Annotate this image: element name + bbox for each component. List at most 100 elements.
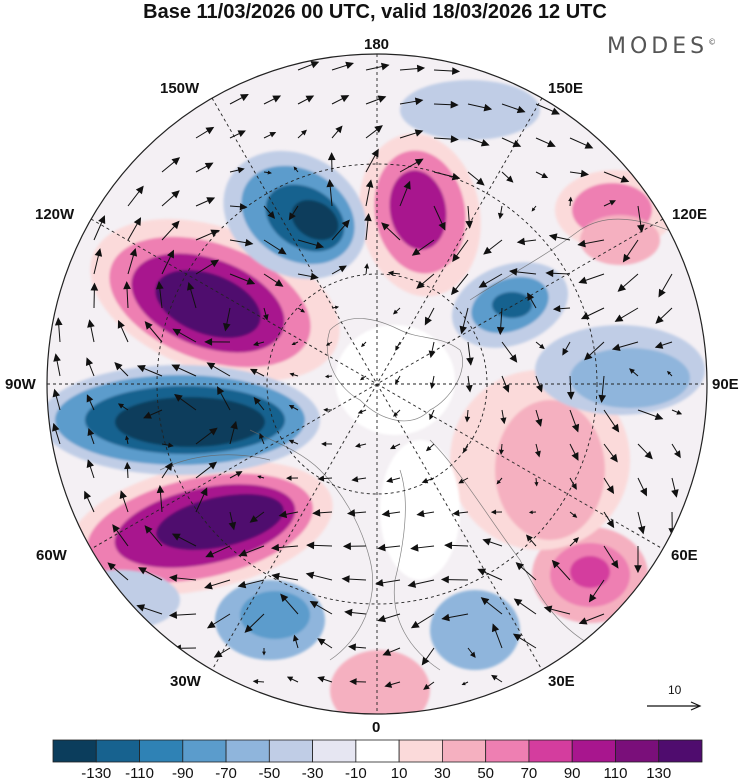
wind-vector-head xyxy=(482,538,492,546)
wind-vector-head xyxy=(249,368,258,375)
colorbar-tick-label: 70 xyxy=(520,765,538,782)
lon-label-90w: 90W xyxy=(5,376,36,393)
brand-name: MODES xyxy=(607,34,709,59)
wind-vector-head xyxy=(451,172,461,181)
colorbar-tick-label: 130 xyxy=(646,765,672,782)
wind-vector-head xyxy=(580,169,590,178)
wind-vector-head xyxy=(509,354,518,363)
wind-vector-head xyxy=(277,246,287,255)
wind-vector-head xyxy=(239,203,248,211)
wind-vector-head xyxy=(414,97,424,106)
wind-vector-head xyxy=(171,190,180,199)
wind-vector-head xyxy=(380,62,390,71)
wind-vector-head xyxy=(171,157,181,166)
wind-vector-head xyxy=(622,253,631,263)
wind-vector-head xyxy=(156,281,164,290)
wind-vector-head xyxy=(465,384,473,393)
wind-vector-head xyxy=(450,135,459,143)
wind-vector-head xyxy=(237,166,245,174)
wind-vector-head xyxy=(143,411,152,419)
wind-vector-head xyxy=(410,620,420,629)
colorbar-tick-label: 30 xyxy=(434,765,451,782)
wind-vector-head xyxy=(306,541,315,550)
wind-vector-head xyxy=(410,543,419,552)
wind-vector-head xyxy=(543,605,553,613)
wind-vector-head xyxy=(534,481,539,487)
colorbar-tick-label: -130 xyxy=(81,765,112,782)
wind-vector-head xyxy=(117,319,125,329)
wind-vector-head xyxy=(168,611,178,619)
wind-vector-head xyxy=(611,423,620,433)
wind-vector-head xyxy=(364,212,372,222)
wind-vector-head xyxy=(476,177,485,186)
wind-vector-head xyxy=(512,139,522,147)
wind-vector-head xyxy=(392,309,398,315)
wind-vector-head xyxy=(107,562,116,571)
wind-vector-head xyxy=(377,614,386,623)
wind-vector-head xyxy=(300,129,307,136)
wind-vector-head xyxy=(654,341,664,349)
wind-vector-head xyxy=(606,519,615,529)
wind-vector-head xyxy=(124,461,131,470)
wind-vector-head xyxy=(208,461,218,470)
wind-vector-head xyxy=(629,368,635,374)
wind-vector-head xyxy=(389,444,396,450)
wind-vector-head xyxy=(346,509,356,517)
wind-vector-head xyxy=(344,608,353,617)
colorbar-tick-label: 90 xyxy=(563,765,581,782)
lon-label-120e: 120E xyxy=(672,206,708,223)
wind-vector-head xyxy=(598,394,607,404)
reference-vector-arrow xyxy=(647,701,702,711)
wind-vector-head xyxy=(270,543,280,552)
wind-vector-head xyxy=(54,317,63,326)
wind-vector-head xyxy=(414,129,424,137)
wind-vector-head xyxy=(300,308,306,313)
wind-vector-head xyxy=(171,533,181,541)
wind-vector-head xyxy=(552,305,561,313)
lon-label-0: 0 xyxy=(372,719,381,736)
wind-vector-head xyxy=(335,125,343,134)
wind-vector-head xyxy=(444,541,453,550)
wind-vector-head xyxy=(52,388,61,398)
wind-vector-head xyxy=(636,224,645,233)
wind-vector-head xyxy=(377,95,387,103)
wind-vector-head xyxy=(416,64,426,73)
wind-vector-head xyxy=(491,674,498,681)
wind-vector-head xyxy=(464,416,471,423)
wind-vector-head xyxy=(278,510,288,519)
colorbar-tick-label: 110 xyxy=(603,765,628,782)
wind-vector-head xyxy=(52,422,60,432)
wind-vector-head xyxy=(340,95,350,103)
colorbar-swatch xyxy=(485,739,530,763)
wind-vector-head xyxy=(421,477,429,484)
wind-vector-head xyxy=(364,263,370,269)
wind-vector-head xyxy=(205,126,215,135)
wind-vector-head xyxy=(654,412,664,421)
wind-vector-head xyxy=(545,269,554,278)
wind-vector-head xyxy=(513,598,523,607)
wind-vector-head xyxy=(562,347,569,356)
colorbar-swatch xyxy=(95,739,140,763)
wind-vector-head xyxy=(249,515,258,523)
wind-vector-head xyxy=(310,61,320,69)
wind-vector-head xyxy=(174,393,183,402)
wind-vector-head xyxy=(588,593,597,603)
wind-vector-head xyxy=(414,158,424,166)
wind-vector-head xyxy=(548,233,558,241)
wind-vector-head xyxy=(539,343,545,350)
colorbar xyxy=(52,739,703,763)
wind-vector-head xyxy=(584,141,594,149)
wind-vector-head xyxy=(416,280,425,289)
wind-vector-head xyxy=(259,432,265,439)
wind-vector-head xyxy=(584,352,593,361)
wind-vector-head xyxy=(463,447,468,454)
wind-vector-head xyxy=(135,185,144,195)
lon-label-90e: 90E xyxy=(712,376,739,393)
wind-vector-head xyxy=(262,651,266,656)
wind-vector-head xyxy=(341,219,350,229)
wind-vector-head xyxy=(440,575,449,584)
wind-vector-head xyxy=(244,238,254,247)
wind-vector-head xyxy=(477,568,487,576)
wind-vector-head xyxy=(167,442,174,448)
wind-vector-head xyxy=(338,265,347,273)
